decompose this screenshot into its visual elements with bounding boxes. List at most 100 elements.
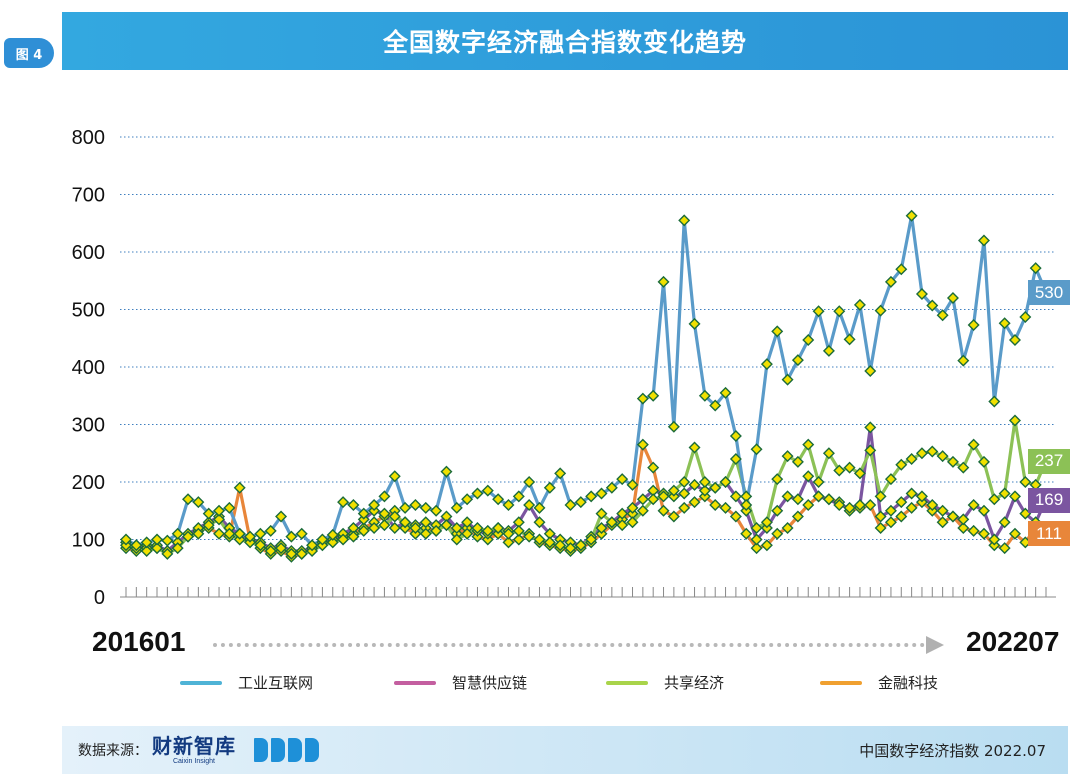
data-point-marker — [864, 421, 877, 434]
footer-bar: 数据来源： 财新智库 Caixin Insight 中国数字经济指数 2022.… — [62, 726, 1068, 774]
data-point-marker — [120, 533, 132, 546]
data-point-marker — [698, 389, 711, 402]
data-point-marker — [254, 539, 267, 552]
data-point-marker — [988, 395, 1001, 408]
line-chart: 0 100 200 300 400 500 600 700 800 — [72, 127, 1056, 609]
legend-swatch — [820, 680, 862, 685]
end-value-badge-fintech: 111 — [1028, 521, 1070, 547]
data-point-marker — [740, 527, 753, 540]
data-point-marker — [151, 542, 164, 555]
data-point-marker — [326, 528, 339, 541]
data-point-marker — [502, 536, 515, 549]
data-point-marker — [698, 476, 711, 488]
legend-swatch — [394, 680, 436, 685]
data-point-marker — [388, 470, 401, 483]
data-point-marker — [967, 319, 980, 332]
data-point-marker — [895, 263, 908, 276]
data-point-marker — [1008, 490, 1021, 503]
data-point-marker — [202, 507, 215, 520]
data-point-marker — [450, 533, 463, 546]
data-point-marker — [595, 522, 608, 534]
data-point-marker — [264, 524, 277, 537]
data-point-marker — [936, 450, 949, 463]
data-point-marker — [750, 522, 763, 534]
data-point-marker — [822, 447, 835, 460]
data-point-marker — [802, 499, 815, 511]
figure-number-tag: 图 4 — [4, 38, 54, 68]
data-point-marker — [388, 510, 401, 523]
data-point-marker — [213, 527, 226, 540]
data-point-marker — [688, 317, 701, 330]
data-point-marker — [936, 516, 949, 529]
logo-text: 财新智库 — [152, 733, 236, 758]
data-point-marker — [481, 484, 494, 497]
data-point-marker — [967, 524, 980, 537]
chart-legend: 工业互联网 智慧供应链 共享经济 金融科技 — [0, 672, 1080, 698]
data-point-marker — [182, 530, 195, 543]
data-point-marker — [977, 527, 990, 540]
data-point-marker — [802, 470, 815, 483]
data-point-marker — [285, 547, 298, 560]
data-point-marker — [729, 490, 742, 503]
data-point-marker — [461, 527, 474, 540]
end-value-badge-smart-supply-chain: 169 — [1028, 487, 1070, 513]
data-point-marker — [781, 522, 794, 534]
data-point-marker — [688, 441, 701, 454]
data-point-marker — [998, 317, 1011, 330]
data-point-marker — [812, 305, 825, 318]
data-point-marker — [605, 481, 618, 494]
data-point-marker — [760, 516, 773, 529]
data-point-marker — [140, 545, 153, 557]
data-point-marker — [492, 493, 505, 506]
source-label: 数据来源： — [78, 743, 148, 759]
data-point-marker — [202, 519, 215, 532]
data-point-marker — [378, 490, 391, 503]
data-point-marker — [977, 455, 990, 468]
data-point-marker — [822, 344, 835, 357]
data-point-marker — [171, 542, 184, 555]
data-point-marker — [874, 490, 887, 503]
data-point-marker — [833, 499, 846, 511]
data-point-marker — [781, 490, 794, 503]
data-point-marker — [450, 501, 463, 514]
data-point-marker — [998, 542, 1011, 555]
data-point-marker — [1019, 476, 1032, 488]
data-point-marker — [626, 501, 639, 514]
data-point-marker — [895, 458, 908, 471]
data-point-marker — [657, 490, 670, 503]
legend-label: 工业互联网 — [238, 674, 314, 692]
data-point-marker — [760, 358, 773, 371]
data-point-marker — [564, 499, 577, 511]
data-point-marker — [915, 287, 928, 300]
data-point-marker — [957, 461, 970, 474]
data-point-marker — [688, 478, 701, 491]
y-tick-label: 100 — [72, 530, 105, 552]
data-point-marker — [678, 214, 691, 227]
data-point-marker — [667, 420, 680, 433]
data-point-marker — [895, 510, 908, 523]
end-value-badge-industrial-internet: 530 — [1028, 280, 1070, 306]
data-point-marker — [595, 487, 608, 500]
data-point-marker — [171, 527, 184, 540]
data-point-marker — [595, 507, 608, 520]
data-point-marker — [636, 438, 649, 451]
data-point-marker — [461, 516, 474, 529]
data-point-marker — [636, 504, 649, 517]
data-point-marker — [884, 275, 897, 288]
data-point-marker — [1019, 310, 1032, 323]
data-point-marker — [492, 522, 505, 534]
y-tick-label: 400 — [72, 357, 105, 379]
data-point-marker — [574, 496, 587, 509]
data-point-marker — [347, 499, 360, 511]
data-point-marker — [884, 504, 897, 517]
data-point-marker — [957, 522, 970, 534]
bbd-logo-icon — [254, 738, 319, 762]
data-point-marker — [843, 501, 856, 514]
data-point-marker — [636, 392, 649, 405]
data-point-marker — [905, 487, 918, 500]
data-point-marker — [760, 539, 773, 552]
data-point-marker — [812, 490, 825, 503]
data-point-marker — [874, 522, 887, 534]
legend-label: 金融科技 — [878, 674, 939, 692]
data-point-marker — [192, 527, 205, 540]
